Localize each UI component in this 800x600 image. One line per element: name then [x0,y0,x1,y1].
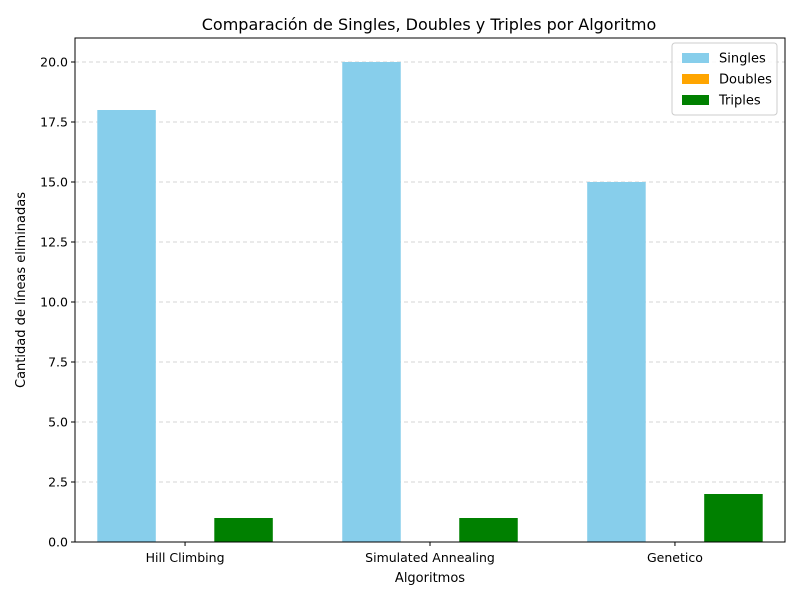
y-tick-label: 12.5 [40,235,68,250]
y-tick-label: 17.5 [40,115,68,130]
legend: Singles Doubles Triples [671,42,778,116]
legend-label-triples: Triples [718,94,761,109]
chart-title: Comparación de Singles, Doubles y Triple… [202,15,657,34]
y-tick-label: 0.0 [48,535,68,550]
bar-singles-2 [587,182,646,542]
legend-label-singles: Singles [719,52,766,67]
x-axis: Hill Climbing Simulated Annealing Genetico [146,542,703,565]
y-tick-label: 2.5 [48,475,68,490]
y-tick-label: 20.0 [40,55,68,70]
y-tick-label: 10.0 [40,295,68,310]
x-tick-label: Hill Climbing [146,550,225,565]
bars [97,62,763,542]
legend-swatch-singles [682,53,709,63]
y-tick-label: 7.5 [48,355,68,370]
legend-label-doubles: Doubles [719,73,772,88]
grid-lines [75,61,785,543]
legend-swatch-triples [682,95,709,105]
x-tick-label: Simulated Annealing [365,550,495,565]
y-tick-label: 5.0 [48,415,68,430]
bar-triples-0 [214,518,273,542]
x-tick-label: Genetico [647,550,703,565]
bar-singles-0 [97,110,156,542]
y-tick-label: 15.0 [40,175,68,190]
x-axis-label: Algoritmos [395,571,465,586]
bar-singles-1 [342,62,401,542]
y-axis: 0.0 2.5 5.0 7.5 10.0 12.5 15.0 17.5 20.0 [40,55,75,550]
y-axis-label: Cantidad de líneas eliminadas [14,192,29,388]
legend-swatch-doubles [682,74,709,84]
bar-triples-2 [704,494,763,542]
bar-triples-1 [459,518,518,542]
